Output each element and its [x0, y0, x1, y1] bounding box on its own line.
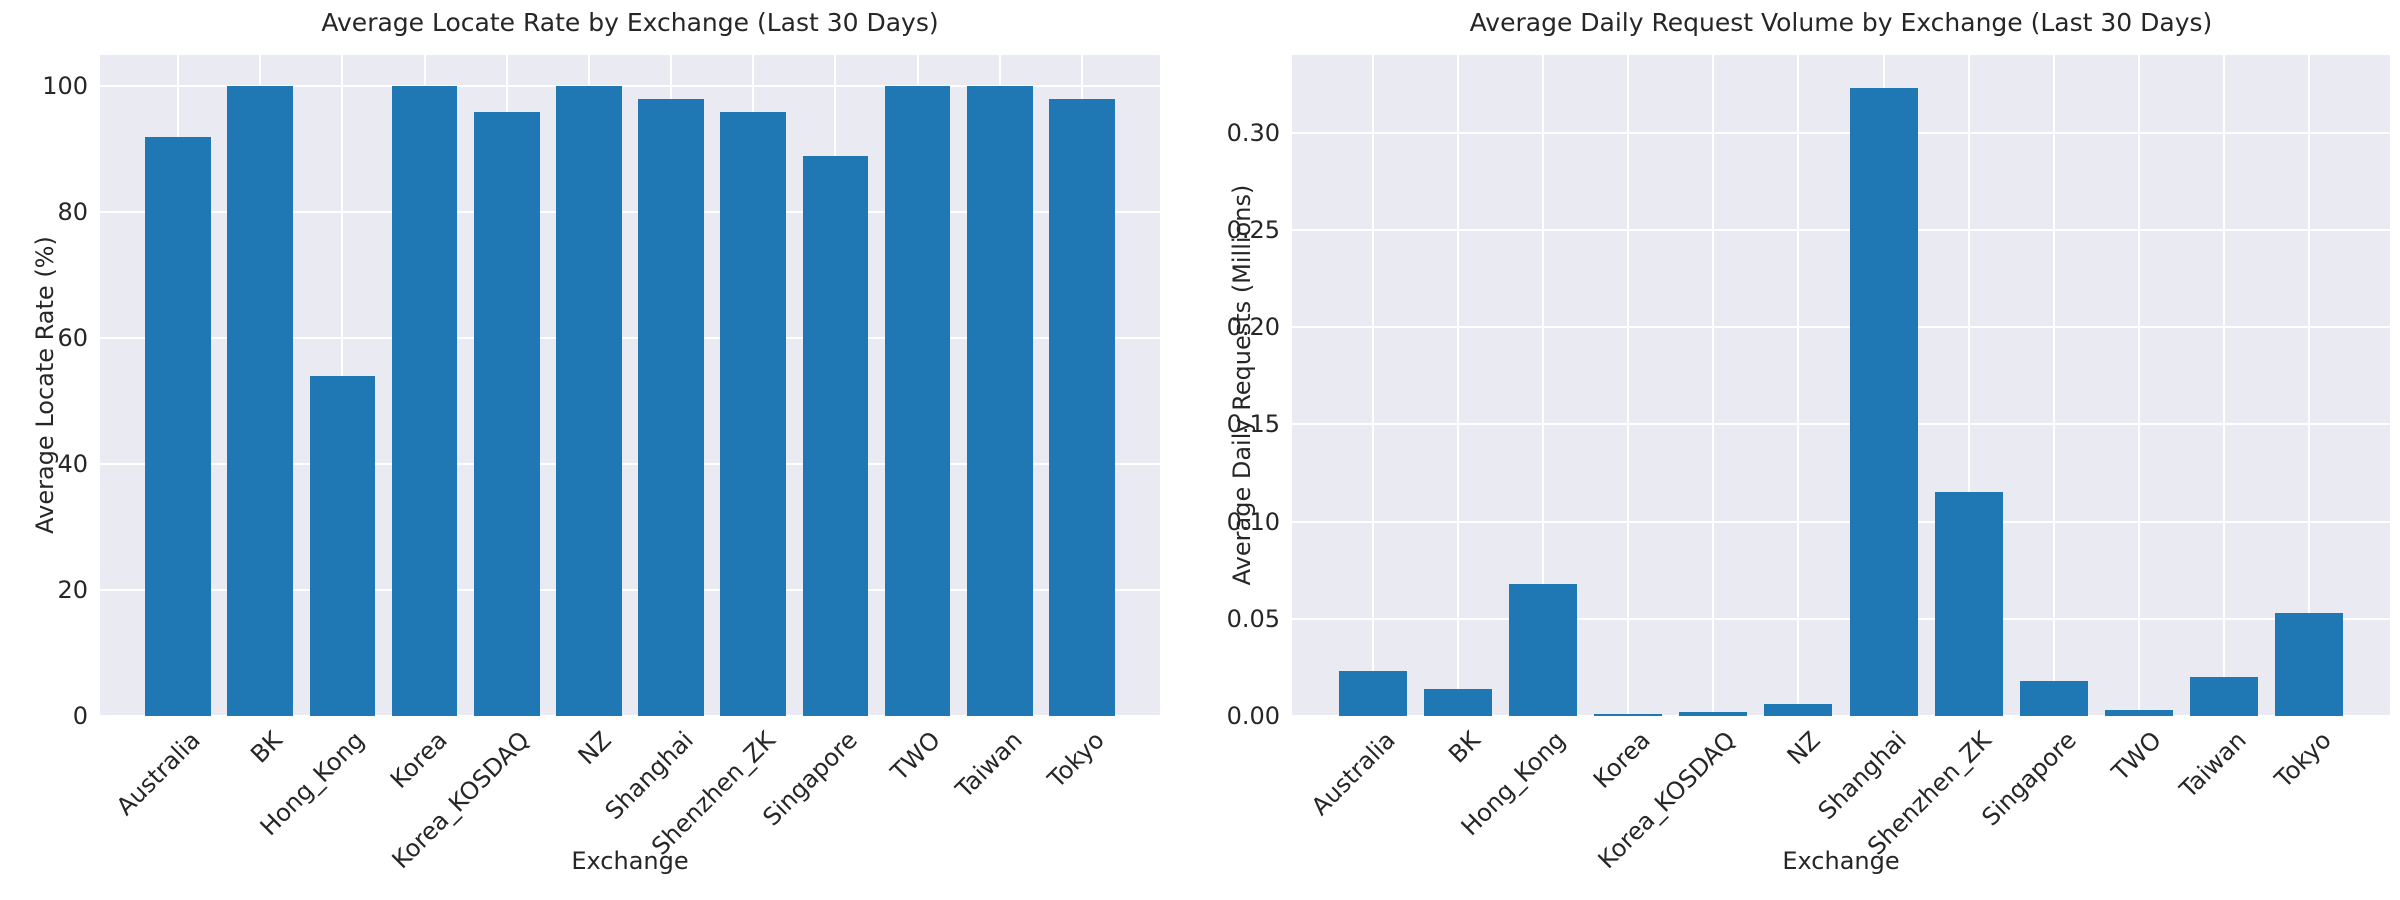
y-tick-label: 60	[57, 324, 88, 353]
y-gridline	[100, 463, 1160, 466]
y-gridline	[100, 337, 1160, 340]
y-tick-label: 20	[57, 576, 88, 605]
bar-Hong_Kong	[1509, 583, 1578, 716]
y-gridline	[1292, 617, 2390, 620]
bar-TWO	[2104, 710, 2173, 716]
y-axis-label: Average Locate Rate (%)	[31, 236, 59, 534]
y-tick-label: 100	[42, 72, 88, 101]
y-gridline	[1292, 520, 2390, 523]
locate-rate-chart: Average Locate Rate by Exchange (Last 30…	[31, 8, 1160, 875]
x-gridline	[2223, 55, 2226, 716]
bar-NZ	[556, 86, 622, 716]
y-tick-label: 40	[57, 450, 88, 479]
x-gridline	[1797, 55, 1800, 716]
request-volume-chart: Average Daily Request Volume by Exchange…	[1200, 0, 2400, 900]
chart-title: Average Daily Request Volume by Exchange…	[1469, 8, 2213, 37]
bar-Shanghai	[1849, 88, 1918, 716]
bar-Singapore	[2019, 681, 2088, 716]
y-tick-label: 0.20	[1226, 313, 1280, 342]
bar-Korea	[1594, 714, 1663, 716]
bar-Singapore	[802, 155, 869, 716]
y-tick-label: 0.30	[1226, 118, 1280, 147]
x-gridline	[1542, 55, 1545, 716]
y-tick-label: 0.00	[1226, 702, 1280, 730]
y-tick-label: 0.25	[1226, 215, 1280, 244]
y-gridline	[1292, 131, 2390, 134]
x-gridline	[1371, 55, 1374, 716]
y-tick-label: 0.10	[1226, 507, 1280, 536]
y-gridline	[1292, 228, 2390, 231]
y-gridline	[100, 85, 1160, 88]
bar-Hong_Kong	[309, 376, 376, 716]
bar-Tokyo	[1049, 99, 1115, 716]
request-volume-plot-area	[1292, 55, 2390, 717]
x-gridline	[2052, 55, 2055, 716]
bar-Shenzhen_ZK	[720, 111, 787, 716]
bar-Australia	[145, 136, 211, 716]
bar-Shanghai	[638, 99, 704, 716]
bar-Shenzhen_ZK	[1934, 492, 2003, 716]
y-tick-label: 0.05	[1226, 604, 1280, 633]
y-gridline	[100, 589, 1160, 592]
x-gridline	[1627, 55, 1630, 716]
x-gridline	[2137, 55, 2140, 716]
y-tick-label: 80	[57, 198, 88, 227]
y-gridline	[1292, 423, 2390, 426]
bar-NZ	[1764, 704, 1833, 716]
y-tick-label: 0.15	[1226, 410, 1280, 439]
x-axis-label: Exchange	[571, 847, 689, 875]
bar-Taiwan	[966, 86, 1033, 716]
bar-Taiwan	[2189, 677, 2259, 716]
bar-Korea	[391, 86, 458, 716]
bar-Tokyo	[2275, 612, 2344, 716]
x-gridline	[1967, 55, 1970, 716]
chart-title: Average Locate Rate by Exchange (Last 30…	[321, 8, 939, 37]
bar-BK	[1423, 688, 1492, 716]
y-gridline	[100, 211, 1160, 214]
bar-Korea_KOSDAQ	[473, 111, 540, 716]
x-gridline	[2308, 55, 2311, 716]
bar-TWO	[884, 86, 951, 716]
y-tick-label: 0	[72, 702, 88, 730]
y-gridline	[1292, 715, 2390, 717]
bar-Australia	[1338, 671, 1407, 716]
bar-BK	[227, 86, 294, 716]
bar-Korea_KOSDAQ	[1679, 712, 1748, 716]
y-gridline	[1292, 326, 2390, 329]
y-gridline	[100, 715, 1160, 717]
x-gridline	[1712, 55, 1715, 716]
x-gridline	[1456, 55, 1459, 716]
x-axis-label: Exchange	[1782, 847, 1900, 875]
locate-rate-plot-area	[100, 55, 1160, 717]
